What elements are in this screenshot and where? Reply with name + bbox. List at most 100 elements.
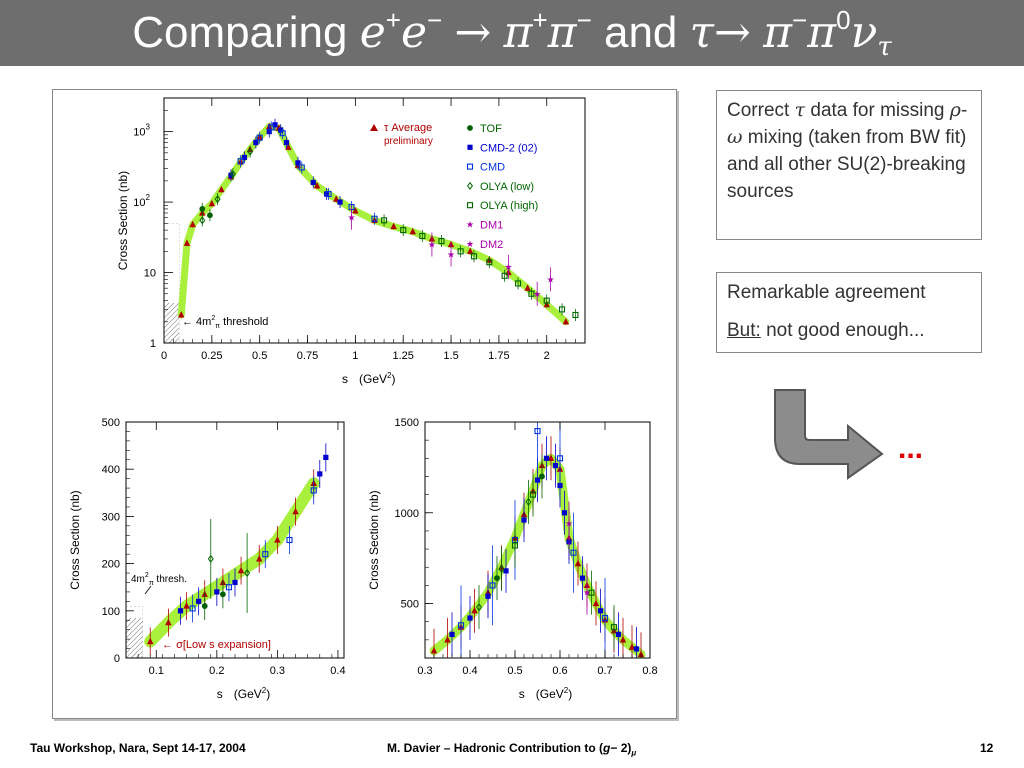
- data-point: [444, 636, 451, 643]
- data-point: [572, 311, 579, 319]
- data-point: [183, 239, 191, 246]
- data-point: [147, 637, 154, 645]
- data-point: ★: [533, 289, 541, 299]
- data-point: [178, 311, 185, 318]
- data-point: [371, 215, 378, 222]
- series-tof: [494, 454, 545, 601]
- data-point: ★: [547, 274, 555, 284]
- x-tick-label: 1: [352, 350, 358, 362]
- series-cmd-2-02-: [228, 118, 343, 209]
- x-tick-label: 1.75: [488, 350, 509, 362]
- data-point: [489, 582, 496, 589]
- data-point: [253, 139, 259, 146]
- data-point: [494, 575, 500, 582]
- data-point: [337, 199, 343, 205]
- data-point: [501, 272, 508, 279]
- data-point: [207, 554, 214, 563]
- x-axis-label-unit: (GeV2): [359, 371, 395, 386]
- data-point: [214, 589, 220, 595]
- legend-marker: ★: [466, 220, 474, 230]
- hatch-line: [164, 302, 175, 314]
- series-olya-low-: [475, 479, 532, 630]
- plot-frame: [424, 421, 651, 659]
- data-point: [324, 191, 330, 197]
- legend-marker: [466, 181, 474, 190]
- thresh-pointer: [144, 585, 152, 595]
- data-point: [214, 195, 221, 204]
- y-tick-label: 102: [133, 193, 150, 209]
- data-point: [467, 615, 473, 621]
- x-axis-label-s: s: [519, 687, 525, 701]
- data-point: [292, 507, 299, 515]
- data-point: [561, 510, 568, 516]
- legend-label: OLYA (low): [480, 181, 534, 193]
- data-point: [310, 487, 317, 494]
- data-point: [310, 179, 316, 186]
- y-tick-label: 1500: [395, 417, 419, 429]
- note-correct-tau: Correct τ data for missing ρ-ω mixing (t…: [716, 90, 982, 240]
- data-point: [237, 566, 245, 574]
- data-point: [525, 497, 532, 506]
- data-point: [637, 650, 645, 657]
- bottom-left-plot: 0.1 0.2 0.3 0.4 0 100 200 300 400 500 s (GeV2) Cross…: [68, 417, 346, 701]
- hatch-line: [126, 617, 142, 634]
- data-point: [201, 603, 208, 609]
- hatch-line: [126, 618, 127, 619]
- legend-label: CMD-2 (02): [480, 142, 537, 154]
- data-point: [457, 248, 464, 255]
- x-tick-label: 2: [544, 350, 550, 362]
- data-point: [438, 237, 445, 245]
- x-tick-label: 0.3: [417, 665, 432, 677]
- data-point: [409, 227, 416, 235]
- series-olya-high-: [511, 472, 618, 650]
- y-tick-label: 103: [133, 123, 150, 139]
- legend-label: DM1: [480, 220, 503, 232]
- data-point: [543, 297, 550, 304]
- data-point: [352, 207, 359, 214]
- y-tick-label: 10: [144, 268, 156, 280]
- x-tick-label: 1.25: [392, 350, 413, 362]
- data-point: [244, 569, 251, 578]
- data-point: [317, 471, 323, 477]
- legend-marker: [466, 202, 474, 209]
- sigma-annotation: ← σ[Low s expansion]: [162, 639, 271, 651]
- bent-arrow-icon: [774, 389, 884, 480]
- hatch-line: [126, 617, 147, 639]
- x-axis-label-unit: (GeV2): [536, 686, 572, 701]
- ellipsis-mark: ...: [898, 432, 924, 465]
- data-point: [295, 160, 301, 166]
- data-point: [539, 473, 545, 480]
- data-point: [390, 222, 397, 230]
- data-point: ★: [447, 250, 455, 260]
- data-point: [471, 607, 478, 614]
- series-dm1: ★ ★ ★: [347, 205, 555, 292]
- cross-section-figure: ★★★★★★0 0.25 0.5 0.75 1 1.25 1.5 1.75 2110102103…: [68, 97, 658, 701]
- x-tick-label: 0.8: [642, 665, 657, 677]
- hatch-line: [164, 302, 185, 324]
- data-point: [323, 454, 329, 460]
- threshold-annotation: 4m2π thresh.: [131, 572, 187, 587]
- data-point: [547, 454, 555, 461]
- data-point: [579, 575, 586, 581]
- data-point: [524, 284, 531, 291]
- slide-title: Comparing e+e− → π+π− and τ→ π−π0ντ: [132, 5, 892, 62]
- tau-band: [144, 477, 320, 648]
- footer-workshop: Tau Workshop, Nara, Sept 14-17, 2004: [30, 741, 246, 755]
- legend-label: OLYA (high): [480, 200, 538, 212]
- series-dm1: ★★: [565, 501, 591, 615]
- data-point: ★: [428, 240, 436, 250]
- data-point: [592, 599, 600, 607]
- data-point: [219, 591, 226, 598]
- data-point: [552, 462, 559, 469]
- legend-marker: [466, 163, 474, 170]
- legend-sublabel: preliminary: [384, 136, 433, 147]
- data-point: [562, 317, 570, 325]
- legend-label: TOF: [480, 123, 502, 135]
- data-point: [449, 631, 455, 637]
- data-point: [514, 280, 522, 287]
- series-olya-high-: [381, 214, 579, 321]
- data-point: [199, 206, 206, 212]
- data-point: [225, 584, 232, 591]
- legend-label: DM2: [480, 239, 503, 251]
